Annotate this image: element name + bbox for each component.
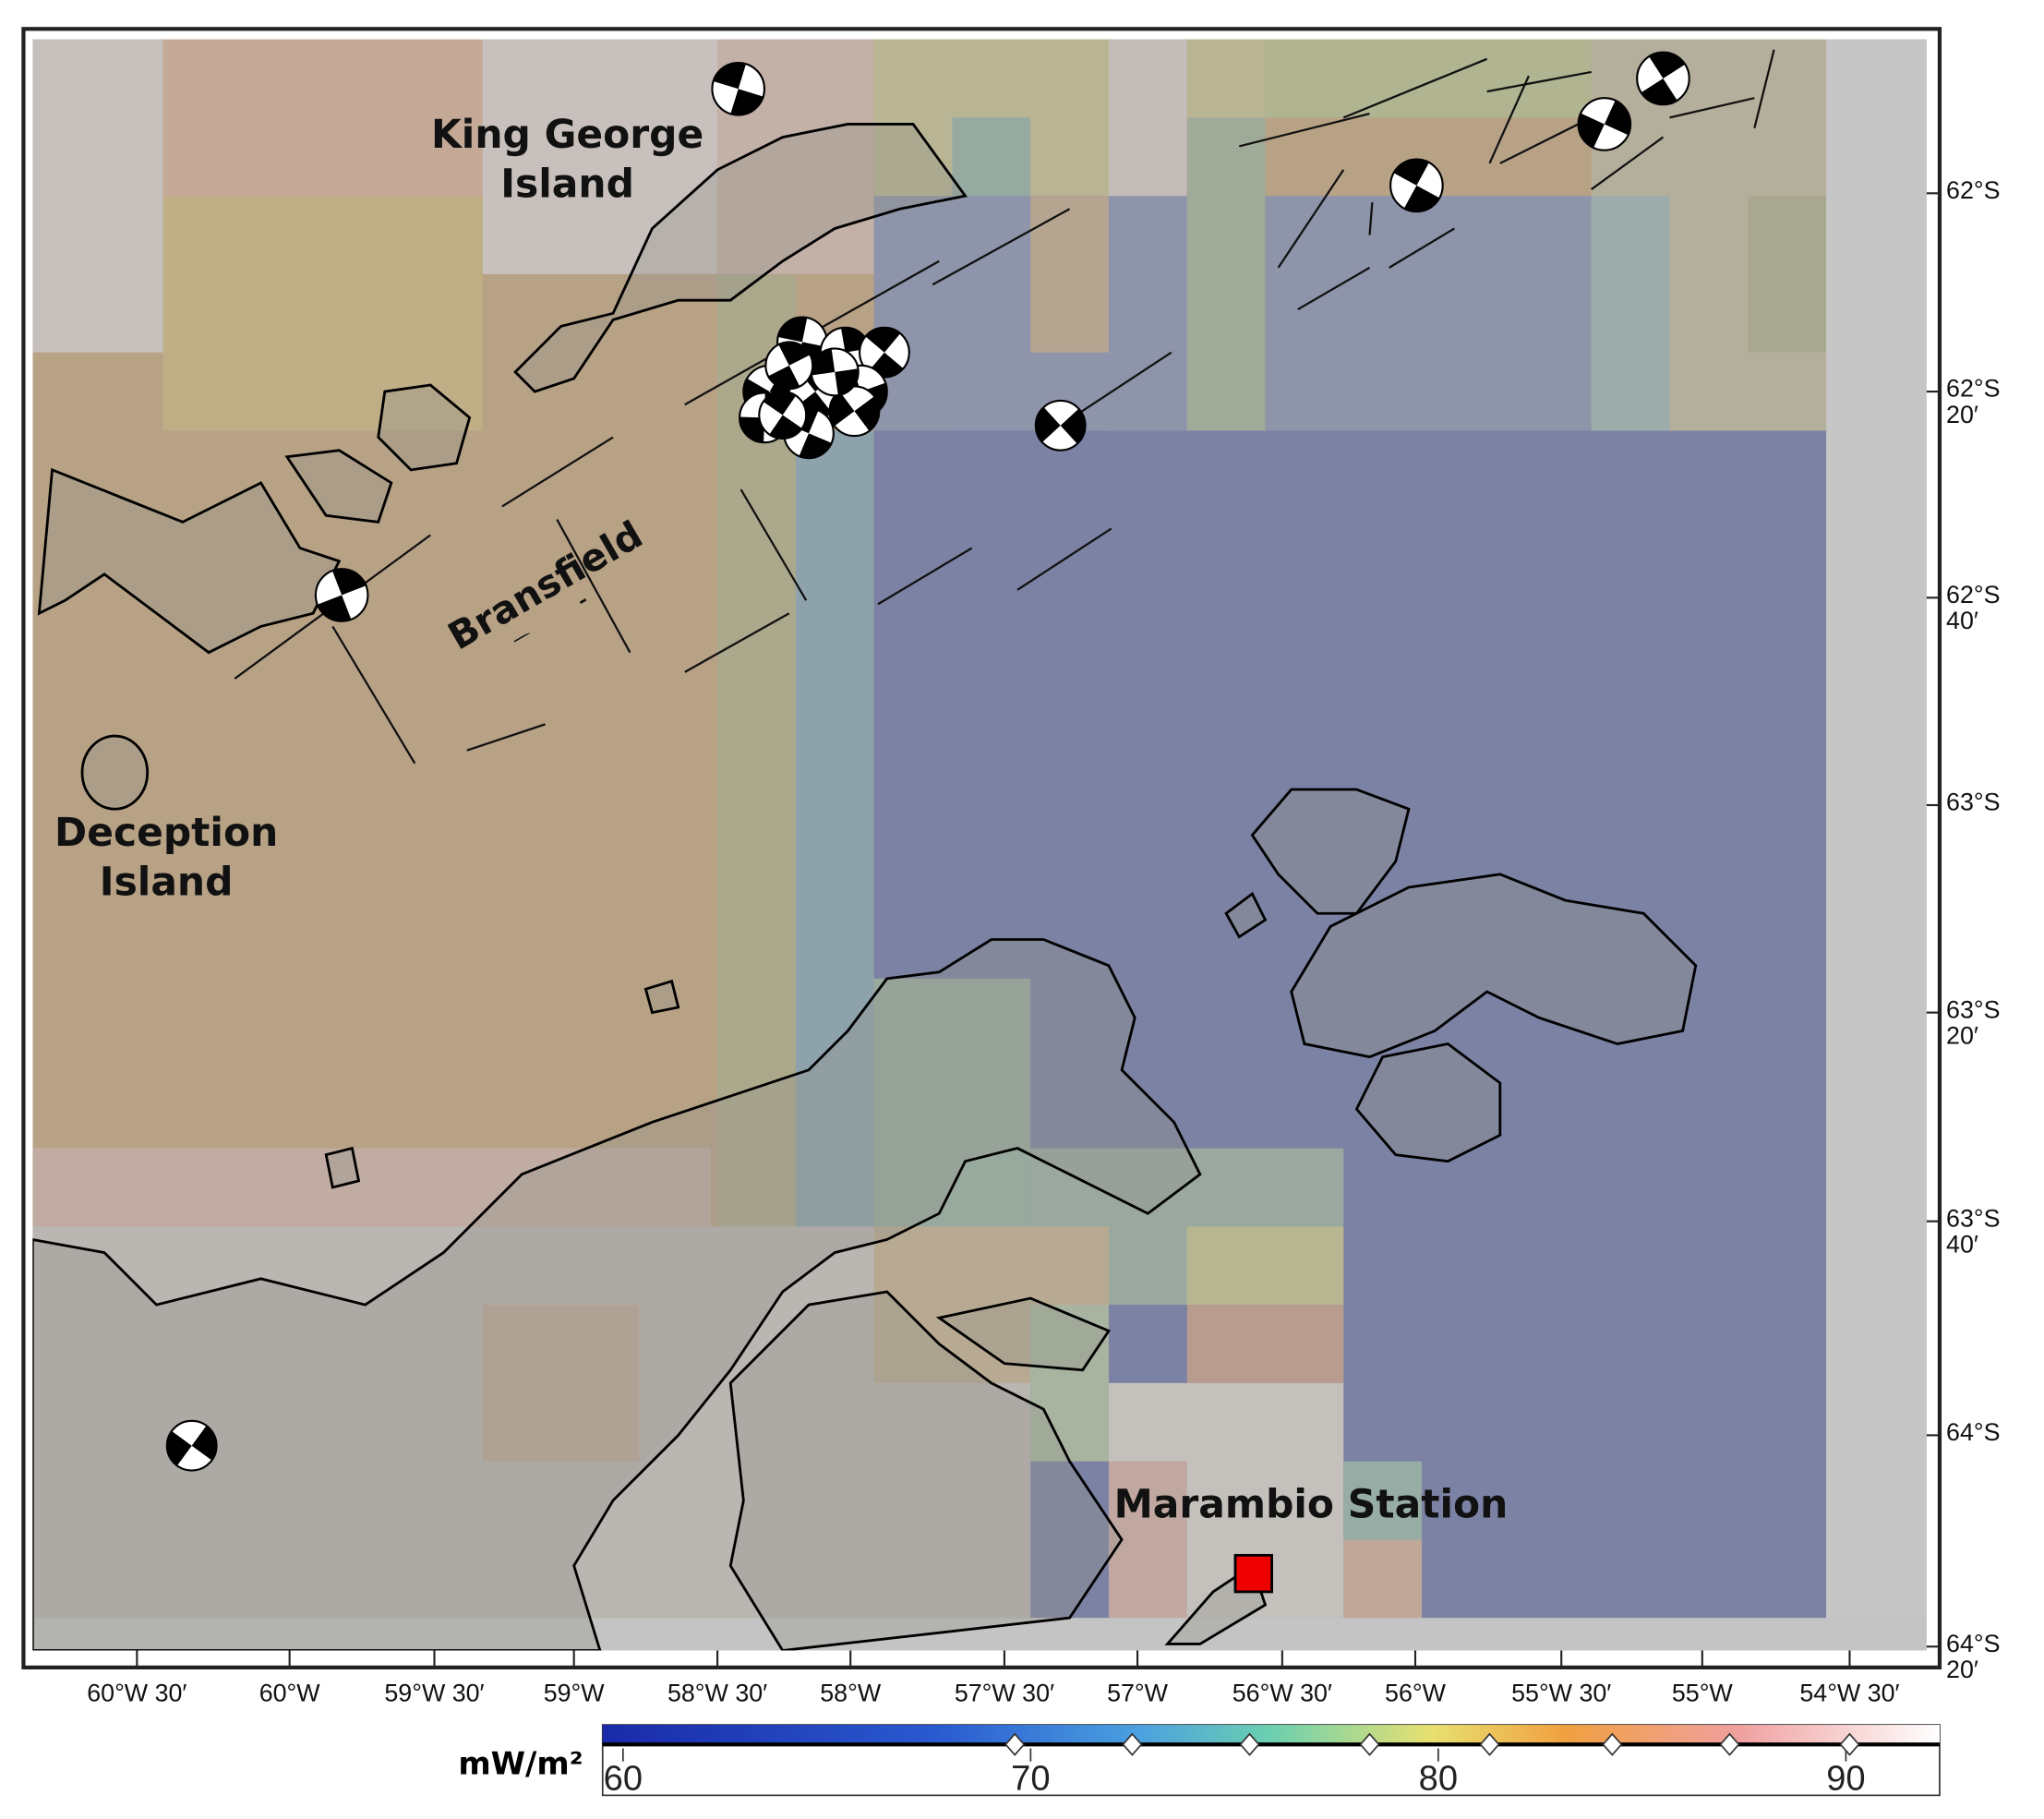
colorbar-tick-label: 70 xyxy=(1011,1759,1050,1799)
beachball-quadrant xyxy=(1403,185,1440,212)
colorbar-diamond xyxy=(1359,1732,1380,1756)
map-frame xyxy=(21,27,1942,1670)
colorbar-tick-label: 90 xyxy=(1826,1759,1865,1799)
colorbar-label: mW/m² xyxy=(458,1746,583,1782)
beachball-quadrant xyxy=(1578,113,1605,149)
y-tick-label: 63°S 20′ xyxy=(1946,998,2001,1051)
beachball-quadrant xyxy=(166,1430,192,1466)
place-label-box: Marambio Station xyxy=(1113,1482,1509,1528)
beachball-quadrant xyxy=(829,391,855,427)
y-tick-label: 62°S xyxy=(1946,178,2001,206)
y-tick-label: 64°S xyxy=(1946,1420,2001,1448)
beachball-quadrant xyxy=(768,365,800,390)
beachball-quadrant xyxy=(1393,159,1429,186)
colorbar-diamond xyxy=(1122,1732,1143,1756)
station-marker xyxy=(1233,1553,1273,1594)
beachball-quadrant xyxy=(763,392,797,416)
beachball-quadrant xyxy=(1060,408,1086,444)
x-tick-label: 57°W 30′ xyxy=(955,1680,1054,1707)
y-tick-label: 62°S 20′ xyxy=(1946,377,2001,429)
x-tick-label: 59°W 30′ xyxy=(384,1680,484,1707)
x-tick-label: 55°W 30′ xyxy=(1511,1680,1611,1707)
colorbar-diamond xyxy=(1004,1732,1026,1756)
colorbar-diamond xyxy=(1239,1732,1260,1756)
place-label: Deception Island xyxy=(54,810,279,906)
place-label: Marambio Station xyxy=(1113,1482,1509,1528)
beachball-quadrant xyxy=(777,317,808,343)
x-tick-label: 60°W 30′ xyxy=(87,1680,186,1707)
beachball-quadrant xyxy=(1649,52,1686,78)
colorbar: mW/m² 60 70 80 90 xyxy=(458,1724,1941,1799)
y-tick-label: 63°S xyxy=(1946,790,2001,817)
x-tick-label: 56°W 30′ xyxy=(1232,1680,1332,1707)
colorbar-diamond xyxy=(1602,1732,1623,1756)
beachball-quadrant xyxy=(854,396,880,431)
place-label: King George Island xyxy=(430,112,704,208)
y-tick-label-box: 62°S xyxy=(1946,178,2001,206)
x-tick-label: 55°W xyxy=(1672,1680,1734,1707)
y-tick-label: 63°S 40′ xyxy=(1946,1207,2001,1259)
x-tick-label: 58°W 30′ xyxy=(667,1680,767,1707)
y-tick-label-box: 62°S 20′ xyxy=(1946,377,2001,429)
map-background xyxy=(32,39,1927,1651)
y-tick-label-box: 64°S 20′ xyxy=(1946,1632,2001,1685)
y-tick-label-box: 63°S xyxy=(1946,790,2001,817)
colorbar-diamond xyxy=(1719,1732,1740,1756)
x-tick-label: 60°W xyxy=(259,1680,321,1707)
beachball-quadrant xyxy=(1035,407,1061,442)
y-tick-label-box: 62°S 40′ xyxy=(1946,583,2001,636)
colorbar-diamond xyxy=(1479,1732,1500,1756)
beachball-quadrant xyxy=(769,415,802,439)
colorbar-diamond xyxy=(1839,1732,1860,1756)
place-label-box: Deception Island xyxy=(54,810,279,906)
axes: 60°W 30′ 60°W 59°W 30′ 59°W 58°W 30′ 58°W 57°W… xyxy=(87,178,2001,1707)
x-tick-label: 54°W 30′ xyxy=(1799,1680,1899,1707)
x-tick-label: 58°W xyxy=(820,1680,882,1707)
colorbar-gradient xyxy=(602,1725,1940,1745)
y-tick-label-box: 64°S xyxy=(1946,1420,2001,1448)
colorbar-tick-label: 60 xyxy=(604,1759,643,1799)
y-tick-label-box: 63°S 40′ xyxy=(1946,1207,2001,1259)
beachball-quadrant xyxy=(730,89,763,115)
beachball-quadrant xyxy=(811,348,836,376)
coastlines xyxy=(32,123,1698,1651)
place-label-box: King George Island xyxy=(430,112,704,208)
beachball-quadrant xyxy=(739,416,764,443)
beachball-quadrant xyxy=(778,342,811,366)
x-tick-label: 56°W xyxy=(1385,1680,1447,1707)
colorbar-tick-label: 80 xyxy=(1419,1759,1458,1799)
focal-mechanisms xyxy=(165,51,1690,1472)
x-tick-label: 57°W xyxy=(1107,1680,1169,1707)
beachball-quadrant xyxy=(835,368,859,396)
beachball-quadrant xyxy=(331,569,367,596)
beachball-quadrant xyxy=(799,433,832,459)
beachball-quadrant xyxy=(865,327,901,353)
y-tick-label: 62°S 40′ xyxy=(1946,583,2001,636)
y-tick-label: 64°S 20′ xyxy=(1946,1632,2001,1685)
beachball-quadrant xyxy=(1604,100,1631,136)
y-tick-label-box: 63°S 20′ xyxy=(1946,998,2001,1051)
beachball-quadrant xyxy=(191,1425,217,1461)
beachball-quadrant xyxy=(317,595,352,621)
beachball-quadrant xyxy=(713,63,747,90)
beachball-quadrant xyxy=(1641,78,1677,105)
x-tick-label: 59°W xyxy=(544,1680,606,1707)
